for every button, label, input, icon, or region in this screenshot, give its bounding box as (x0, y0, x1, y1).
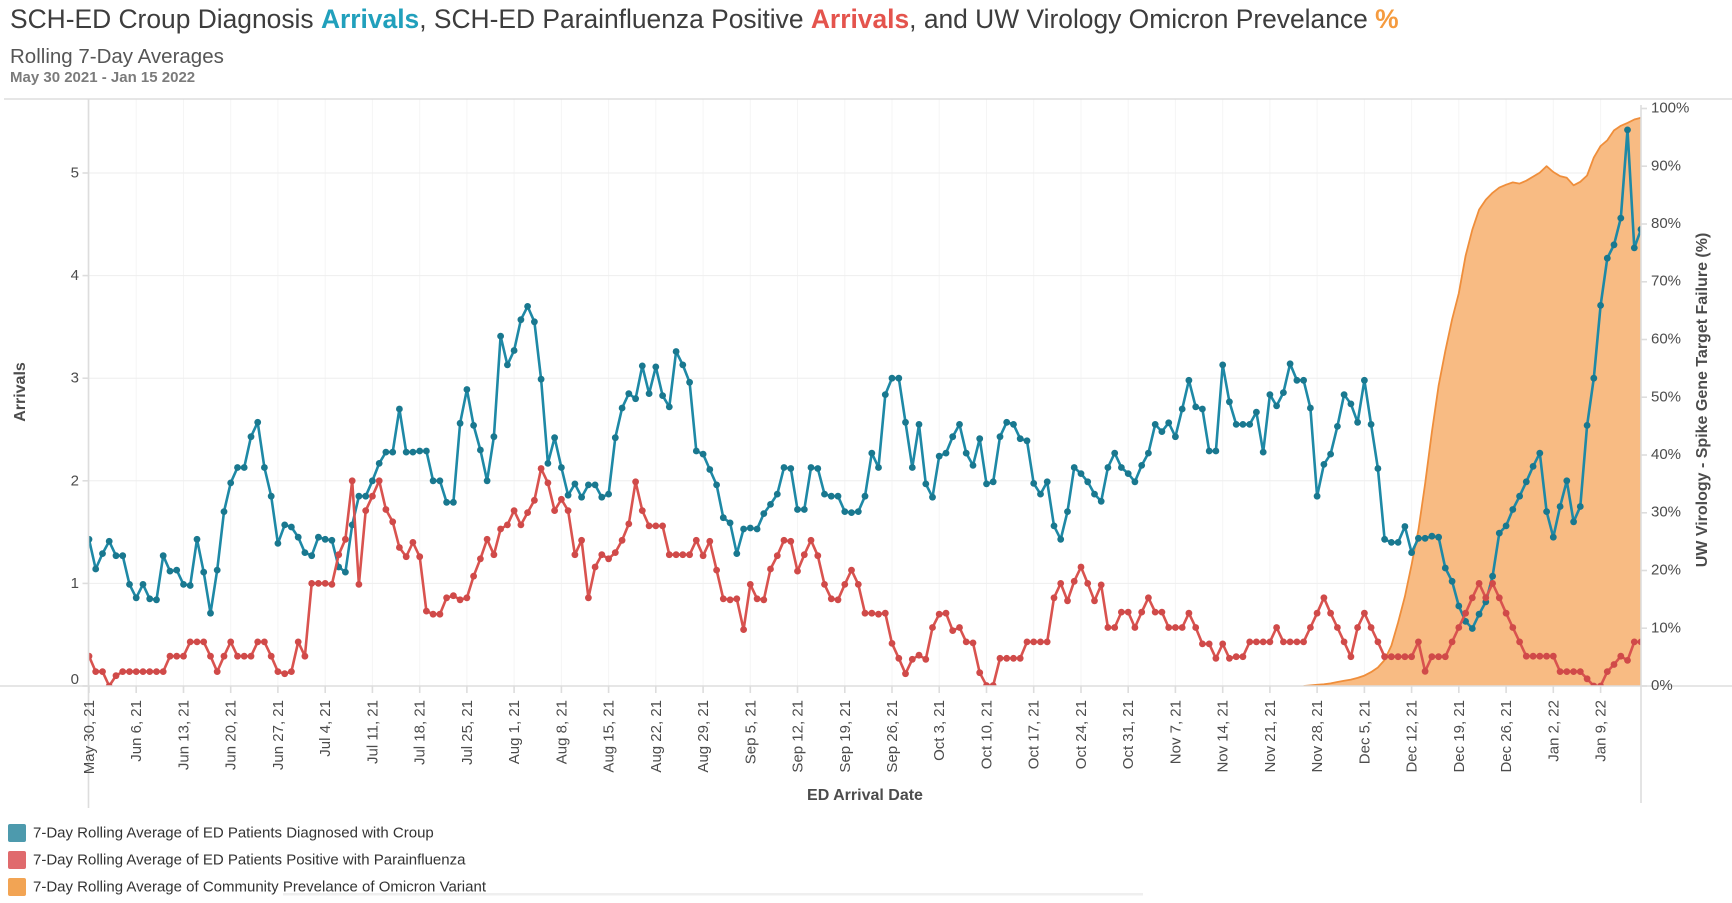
svg-text:Aug 15, 21: Aug 15, 21 (601, 700, 618, 773)
svg-text:5: 5 (71, 165, 79, 182)
svg-text:Oct 3, 21: Oct 3, 21 (931, 700, 948, 761)
svg-text:Jan 2, 22: Jan 2, 22 (1545, 700, 1562, 762)
svg-text:Sep 5, 21: Sep 5, 21 (742, 700, 759, 764)
svg-text:Jul 11, 21: Jul 11, 21 (364, 700, 381, 764)
svg-text:70%: 70% (1651, 273, 1681, 290)
svg-text:Dec 19, 21: Dec 19, 21 (1451, 700, 1468, 773)
svg-text:Jan 9, 22: Jan 9, 22 (1593, 700, 1610, 762)
svg-text:30%: 30% (1651, 504, 1681, 521)
svg-text:0: 0 (71, 671, 79, 688)
svg-text:0%: 0% (1651, 677, 1673, 694)
svg-text:Jul 4, 21: Jul 4, 21 (317, 700, 334, 757)
svg-text:Oct 24, 21: Oct 24, 21 (1073, 700, 1090, 769)
svg-text:May 30 2021 - Jan 15 2022: May 30 2021 - Jan 15 2022 (10, 69, 195, 86)
svg-text:20%: 20% (1651, 562, 1681, 579)
svg-text:90%: 90% (1651, 157, 1681, 174)
svg-text:Oct 10, 21: Oct 10, 21 (979, 700, 996, 769)
svg-text:May 30, 21: May 30, 21 (81, 700, 98, 774)
svg-text:10%: 10% (1651, 619, 1681, 636)
svg-text:Aug 1, 21: Aug 1, 21 (506, 700, 523, 764)
svg-text:50%: 50% (1651, 388, 1681, 405)
svg-text:Jun 13, 21: Jun 13, 21 (176, 700, 193, 770)
svg-text:Oct 31, 21: Oct 31, 21 (1120, 700, 1137, 769)
svg-text:Nov 28, 21: Nov 28, 21 (1309, 700, 1326, 773)
svg-text:Aug 22, 21: Aug 22, 21 (648, 700, 665, 773)
svg-text:1: 1 (71, 575, 79, 592)
svg-text:Aug 8, 21: Aug 8, 21 (553, 700, 570, 764)
svg-text:Nov 21, 21: Nov 21, 21 (1262, 700, 1279, 773)
svg-text:7-Day Rolling Average of Commu: 7-Day Rolling Average of Community Preve… (33, 879, 487, 896)
svg-text:Arrivals: Arrivals (12, 362, 29, 422)
svg-text:Jun 27, 21: Jun 27, 21 (270, 700, 287, 770)
svg-text:100%: 100% (1651, 100, 1689, 117)
svg-text:4: 4 (71, 267, 79, 284)
svg-text:SCH-ED Croup Diagnosis Arrival: SCH-ED Croup Diagnosis Arrivals, SCH-ED … (10, 4, 1399, 34)
svg-text:Sep 12, 21: Sep 12, 21 (790, 700, 807, 773)
svg-text:40%: 40% (1651, 446, 1681, 463)
svg-text:UW Virology - Spike Gene Targe: UW Virology - Spike Gene Target Failure … (1694, 233, 1711, 568)
svg-text:2: 2 (71, 472, 79, 489)
svg-text:Nov 7, 21: Nov 7, 21 (1167, 700, 1184, 764)
svg-text:Jul 18, 21: Jul 18, 21 (412, 700, 429, 765)
svg-text:ED Arrival Date: ED Arrival Date (807, 787, 923, 804)
svg-text:Jul 25, 21: Jul 25, 21 (459, 700, 476, 765)
svg-text:Sep 19, 21: Sep 19, 21 (837, 700, 854, 773)
svg-text:3: 3 (71, 370, 79, 387)
svg-text:Dec 26, 21: Dec 26, 21 (1498, 700, 1515, 773)
svg-text:Sep 26, 21: Sep 26, 21 (884, 700, 901, 773)
svg-text:80%: 80% (1651, 215, 1681, 232)
svg-text:Oct 17, 21: Oct 17, 21 (1026, 700, 1043, 769)
svg-text:7-Day Rolling Average of ED Pa: 7-Day Rolling Average of ED Patients Pos… (33, 852, 466, 869)
svg-text:Jun 20, 21: Jun 20, 21 (223, 700, 240, 770)
svg-text:60%: 60% (1651, 331, 1681, 348)
svg-text:Dec 5, 21: Dec 5, 21 (1356, 700, 1373, 764)
svg-text:Nov 14, 21: Nov 14, 21 (1215, 700, 1232, 773)
svg-text:Aug 29, 21: Aug 29, 21 (695, 700, 712, 773)
svg-text:7-Day Rolling Average of ED Pa: 7-Day Rolling Average of ED Patients Dia… (33, 825, 434, 842)
svg-text:Rolling 7-Day Averages: Rolling 7-Day Averages (10, 45, 224, 68)
svg-text:Dec 12, 21: Dec 12, 21 (1404, 700, 1421, 773)
svg-text:Jun 6, 21: Jun 6, 21 (128, 700, 145, 762)
